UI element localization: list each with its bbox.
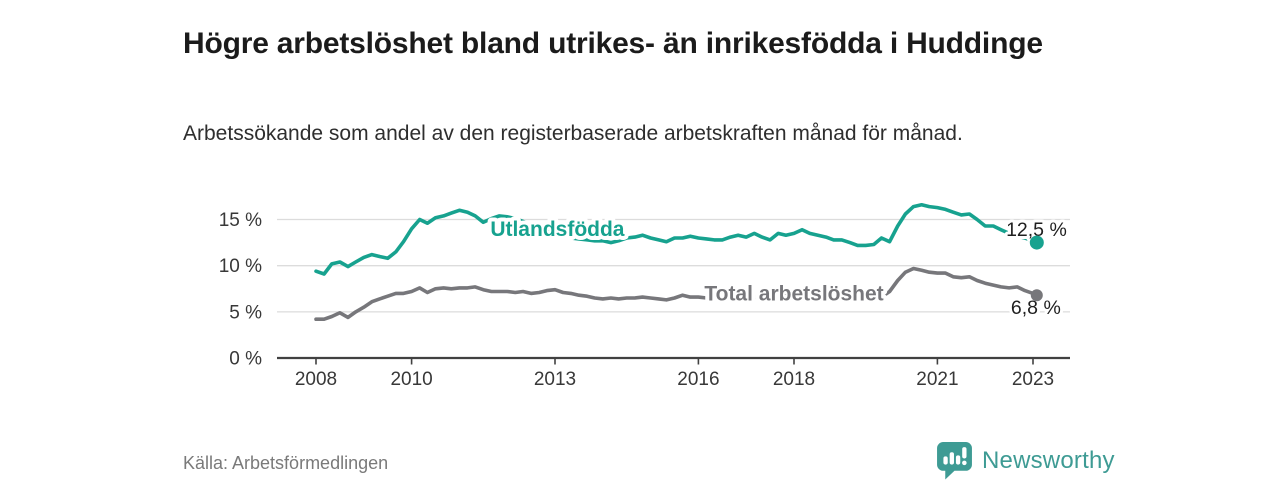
x-tick-label: 2016 bbox=[677, 369, 719, 390]
y-tick-label: 5 % bbox=[229, 302, 262, 323]
x-tick-label: 2021 bbox=[916, 369, 958, 390]
newsworthy-logo: Newsworthy bbox=[936, 441, 1115, 480]
y-tick-label: 15 % bbox=[219, 210, 262, 231]
y-tick-label: 0 % bbox=[229, 349, 262, 370]
newsworthy-bar-chart-icon bbox=[937, 442, 972, 480]
page-title: Högre arbetslöshet bland utrikes- än inr… bbox=[183, 27, 1043, 61]
end-dot-total-arbetsl-shet bbox=[1030, 289, 1043, 302]
x-tick-label: 2010 bbox=[390, 369, 432, 390]
x-tick-label: 2008 bbox=[295, 369, 337, 390]
series-line-total-arbetsl-shet bbox=[314, 266, 1039, 322]
series-label-utlandsf-dda: Utlandsfödda bbox=[490, 218, 624, 241]
x-tick-label: 2013 bbox=[534, 369, 576, 390]
brand-name: Newsworthy bbox=[982, 446, 1115, 474]
y-tick-label: 10 % bbox=[219, 256, 262, 277]
chart-subtitle: Arbetssökande som andel av den registerb… bbox=[183, 122, 963, 145]
series-line-utlandsf-dda bbox=[314, 203, 1039, 276]
x-tick-label: 2023 bbox=[1012, 369, 1054, 390]
series-label-total-arbetsl-shet: Total arbetslöshet bbox=[704, 282, 883, 305]
source-note: Källa: Arbetsförmedlingen bbox=[183, 453, 389, 473]
end-dot-utlandsf-dda bbox=[1029, 235, 1044, 250]
x-tick-label: 2018 bbox=[773, 369, 815, 390]
